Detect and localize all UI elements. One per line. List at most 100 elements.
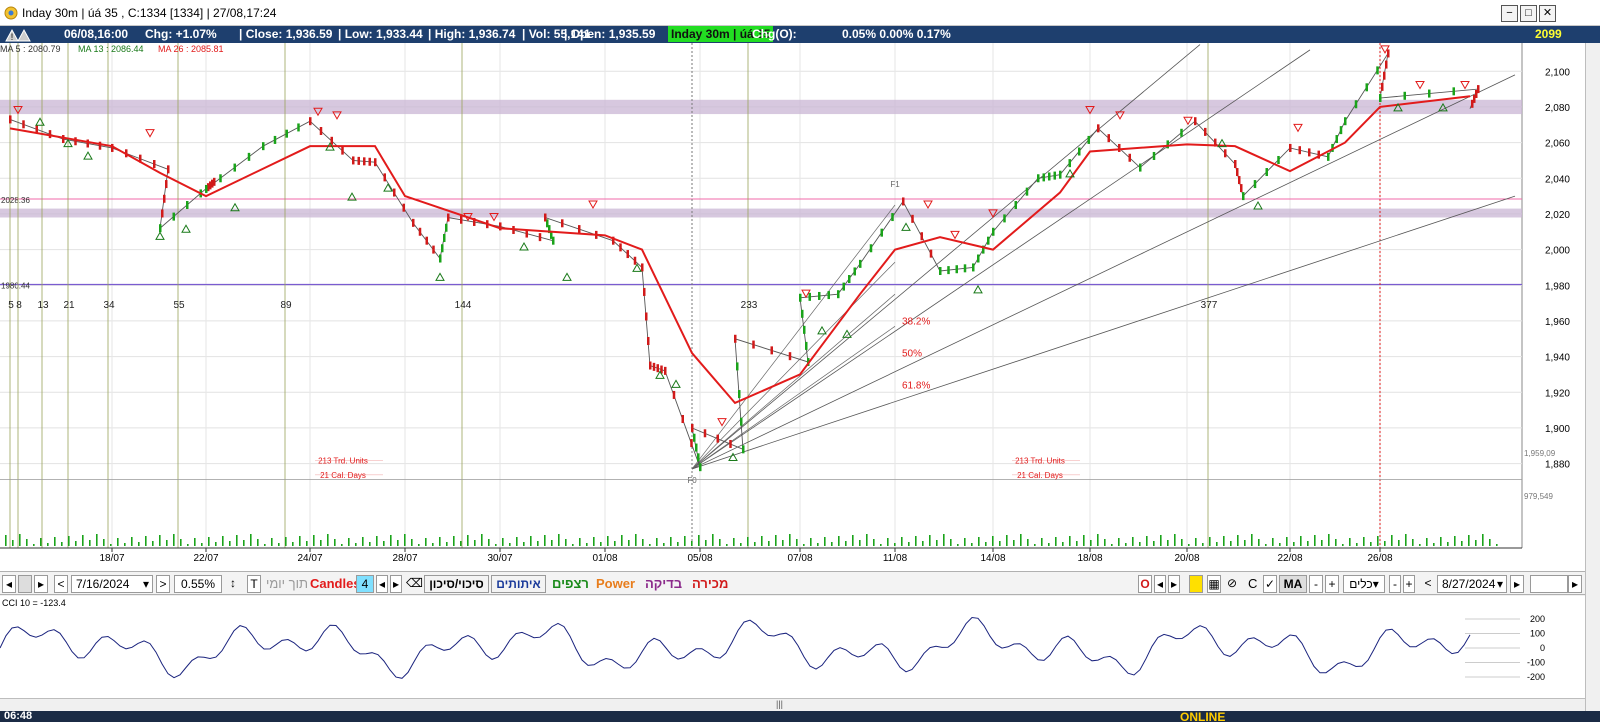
end-scroll-track[interactable] [1530,575,1568,593]
tab-risk-reward[interactable]: סיכוי/סיכון [424,575,489,593]
volume-bar [201,543,203,546]
candle [891,213,894,222]
tab-sale[interactable]: מכירה [692,576,729,591]
fibonacci-time-label: 21 [63,300,75,311]
candle [1387,49,1390,58]
candle [853,267,856,276]
ma-checkbox[interactable]: ✓ [1263,575,1277,593]
candle [319,127,323,136]
date-from-select[interactable]: 7/16/2024 ▾ [71,575,153,593]
volume-bar [1447,542,1449,546]
next-date-button[interactable]: > [156,575,170,593]
nav-right-small-button[interactable]: ▸ [1168,575,1180,593]
buy-signal-triangle [901,222,911,231]
end-scroll-right-button[interactable]: ▸ [1568,575,1582,593]
minimize-button[interactable]: − [1501,5,1518,22]
chevron-down-icon: ▾ [1496,577,1503,591]
candle [697,453,700,462]
ma-minus-button[interactable]: - [1309,575,1323,593]
vertical-scrollbar[interactable] [1585,43,1600,711]
candle [62,135,65,144]
volume-bar [89,540,91,546]
candle [48,130,52,139]
candle [1238,176,1241,185]
price-chart[interactable]: 2,100 2,080 2,060 2,040 2,020 2,000 1,980 1,960… [0,43,1585,571]
volume-bar [621,535,623,546]
volume-bar [320,540,322,546]
price-tick-label: 2,020 [1545,210,1570,221]
fibonacci-time-label: 55 [173,300,185,311]
volume-bar [306,541,308,546]
volume-bar [943,534,945,546]
prev-date-button[interactable]: < [54,575,68,593]
tab-power[interactable]: Power [596,576,636,591]
volume-bar [1223,536,1225,546]
eraser-icon[interactable]: ⌫ [406,576,423,590]
tools-minus-button[interactable]: - [1389,575,1401,593]
date-to-select[interactable]: 8/27/2024 ▾ [1437,575,1507,593]
link-icon[interactable]: ⊘ [1226,576,1238,590]
volume-bar [292,542,294,546]
volume-bar [1279,543,1281,546]
tab-check[interactable]: בדיקה [645,576,683,591]
grid-icon[interactable]: ▦ [1207,575,1221,593]
cci-indicator-panel[interactable]: CCI 10 = -123.4 200 100 0 -100 -200 [0,596,1585,698]
candle [233,163,236,172]
horizontal-scrollbar[interactable]: ||| [0,698,1585,711]
intraday-toggle[interactable]: תוך יומי [266,576,308,591]
text-tool-button[interactable]: T [247,575,261,593]
volume-bar [460,541,462,546]
volume-bar [663,543,665,546]
scroll-grip-icon[interactable]: ||| [776,699,784,709]
volume-bar [40,538,42,546]
candle [738,390,741,399]
volume-bar [1349,538,1351,546]
candle [98,141,102,150]
volume-bar [432,543,434,546]
candle [1403,91,1406,100]
volume-bar [397,540,399,546]
price-tick-label: 1,880 [1545,460,1570,471]
tab-continuous[interactable]: רצפים [552,576,589,591]
color-square-icon[interactable] [1189,575,1203,593]
candle [443,234,446,243]
tools-plus-button[interactable]: + [1403,575,1415,593]
zoom-field[interactable]: 0.55% [174,575,222,593]
buy-signal-triangle [562,272,572,281]
tab-signals[interactable]: איתותים [491,575,546,593]
sell-signal-triangle [588,200,598,210]
candles-decrease-button[interactable]: ◂ [376,575,388,593]
candle [35,125,38,134]
volume-bar [1237,535,1239,546]
tools-select[interactable]: כלים▾ [1343,575,1385,593]
scroll-right-button[interactable]: ▸ [34,575,48,593]
prev-end-date-button[interactable]: < [1424,576,1432,590]
next-end-date-button[interactable]: ▸ [1510,575,1524,593]
nav-left-small-button[interactable]: ◂ [1154,575,1166,593]
fan-anchor-label: F0 [687,476,697,485]
ma-plus-button[interactable]: + [1325,575,1339,593]
candle [987,236,990,245]
candles-increase-button[interactable]: ▸ [390,575,402,593]
sell-signal-triangle [801,289,811,299]
candle [842,282,845,291]
maximize-button[interactable]: □ [1520,5,1537,22]
candles-count-field[interactable]: 4 [356,575,374,593]
ma-button[interactable]: MA [1279,575,1307,593]
close-button[interactable]: ✕ [1539,5,1556,22]
volume-bar [1244,540,1246,546]
open-toggle-button[interactable]: O [1138,575,1152,593]
scroll-thumb[interactable] [18,575,32,593]
volume-bar [250,534,252,546]
close-toggle-button[interactable]: C [1248,576,1258,591]
scroll-left-button[interactable]: ◂ [2,575,16,593]
volume-bar [782,540,784,546]
volume-bar [362,537,364,546]
volume-bar [1146,536,1148,546]
resize-vertical-icon[interactable]: ↕ [230,576,236,590]
candle [801,309,804,318]
candle [402,203,405,212]
volume-bar [1111,544,1113,546]
volume-bar [12,540,14,546]
candle [1059,170,1062,179]
